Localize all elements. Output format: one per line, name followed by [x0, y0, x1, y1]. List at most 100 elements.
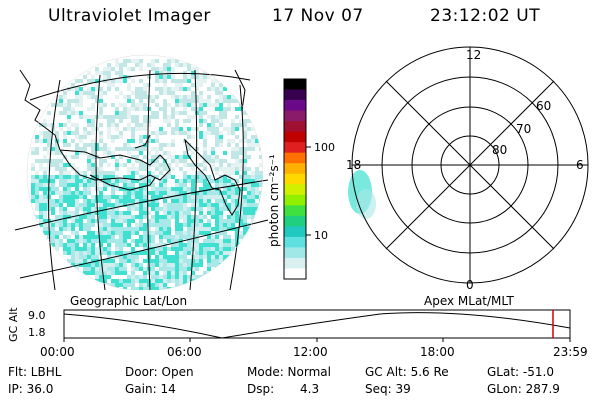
- aurora-pixel: [115, 71, 119, 75]
- info-gain: Gain: 14: [125, 382, 176, 396]
- aurora-pixel: [87, 207, 91, 211]
- aurora-pixel: [115, 135, 119, 139]
- aurora-pixel: [183, 195, 187, 199]
- aurora-pixel: [55, 159, 59, 163]
- aurora-pixel: [187, 127, 191, 131]
- aurora-pixel: [103, 279, 107, 283]
- aurora-pixel: [227, 179, 231, 183]
- aurora-pixel: [67, 163, 71, 167]
- aurora-pixel: [87, 263, 91, 267]
- aurora-pixel: [179, 155, 183, 159]
- aurora-pixel: [183, 191, 187, 195]
- aurora-pixel: [67, 179, 71, 183]
- aurora-pixel: [243, 159, 247, 163]
- aurora-pixel: [35, 203, 39, 207]
- aurora-pixel: [115, 127, 119, 131]
- aurora-pixel: [127, 279, 131, 283]
- aurora-pixel: [167, 155, 171, 159]
- aurora-pixel: [167, 191, 171, 195]
- aurora-pixel: [119, 223, 123, 227]
- aurora-pixel: [159, 195, 163, 199]
- aurora-pixel: [135, 187, 139, 191]
- aurora-pixel: [167, 207, 171, 211]
- aurora-pixel: [191, 239, 195, 243]
- aurora-pixel: [135, 179, 139, 183]
- aurora-pixel: [159, 179, 163, 183]
- aurora-pixel: [239, 163, 243, 167]
- aurora-pixel: [163, 119, 167, 123]
- aurora-pixel: [59, 199, 63, 203]
- aurora-pixel: [195, 67, 199, 71]
- aurora-pixel: [159, 87, 163, 91]
- aurora-pixel: [43, 191, 47, 195]
- aurora-pixel: [103, 175, 107, 179]
- aurora-pixel: [175, 207, 179, 211]
- aurora-pixel: [123, 183, 127, 187]
- aurora-pixel: [59, 123, 63, 127]
- aurora-pixel: [243, 163, 247, 167]
- aurora-pixel: [115, 231, 119, 235]
- aurora-pixel: [163, 163, 167, 167]
- aurora-pixel: [91, 171, 95, 175]
- aurora-pixel: [111, 115, 115, 119]
- aurora-pixel: [191, 223, 195, 227]
- aurora-pixel: [47, 163, 51, 167]
- aurora-pixel: [107, 67, 111, 71]
- aurora-pixel: [211, 127, 215, 131]
- aurora-pixel: [227, 227, 231, 231]
- aurora-pixel: [199, 263, 203, 267]
- aurora-pixel: [175, 187, 179, 191]
- aurora-pixel: [35, 159, 39, 163]
- aurora-pixel: [251, 199, 255, 203]
- aurora-pixel: [55, 99, 59, 103]
- aurora-pixel: [163, 287, 167, 290]
- aurora-pixel: [87, 219, 91, 223]
- aurora-pixel: [159, 163, 163, 167]
- aurora-pixel: [119, 115, 123, 119]
- aurora-pixel: [79, 175, 83, 179]
- aurora-pixel: [199, 255, 203, 259]
- aurora-pixel: [163, 175, 167, 179]
- aurora-pixel: [87, 191, 91, 195]
- aurora-pixel: [103, 199, 107, 203]
- aurora-pixel: [63, 143, 67, 147]
- aurora-pixel: [87, 271, 91, 275]
- aurora-pixel: [115, 87, 119, 91]
- aurora-pixel: [171, 199, 175, 203]
- aurora-pixel: [63, 139, 67, 143]
- aurora-pixel: [151, 251, 155, 255]
- aurora-pixel: [123, 163, 127, 167]
- aurora-pixel: [75, 127, 79, 131]
- aurora-pixel: [71, 183, 75, 187]
- aurora-pixel: [159, 259, 163, 263]
- aurora-pixel: [107, 227, 111, 231]
- aurora-pixel: [67, 119, 71, 123]
- aurora-pixel: [115, 211, 119, 215]
- aurora-pixel: [55, 187, 59, 191]
- aurora-pixel: [71, 199, 75, 203]
- aurora-pixel: [127, 139, 131, 143]
- aurora-pixel: [227, 243, 231, 247]
- aurora-pixel: [211, 227, 215, 231]
- aurora-pixel: [183, 279, 187, 283]
- aurora-pixel: [127, 283, 131, 287]
- aurora-pixel: [155, 251, 159, 255]
- aurora-pixel: [107, 195, 111, 199]
- aurora-pixel: [163, 131, 167, 135]
- aurora-pixel: [71, 203, 75, 207]
- aurora-pixel: [175, 123, 179, 127]
- aurora-pixel: [159, 247, 163, 251]
- aurora-pixel: [71, 255, 75, 259]
- aurora-pixel: [159, 231, 163, 235]
- aurora-pixel: [59, 219, 63, 223]
- aurora-pixel: [75, 231, 79, 235]
- aurora-pixel: [247, 203, 251, 207]
- aurora-pixel: [119, 239, 123, 243]
- aurora-pixel: [239, 147, 243, 151]
- aurora-pixel: [231, 119, 235, 123]
- aurora-pixel: [131, 155, 135, 159]
- aurora-pixel: [87, 159, 91, 163]
- aurora-pixel: [31, 179, 35, 183]
- aurora-pixel: [223, 159, 227, 163]
- aurora-pixel: [123, 95, 127, 99]
